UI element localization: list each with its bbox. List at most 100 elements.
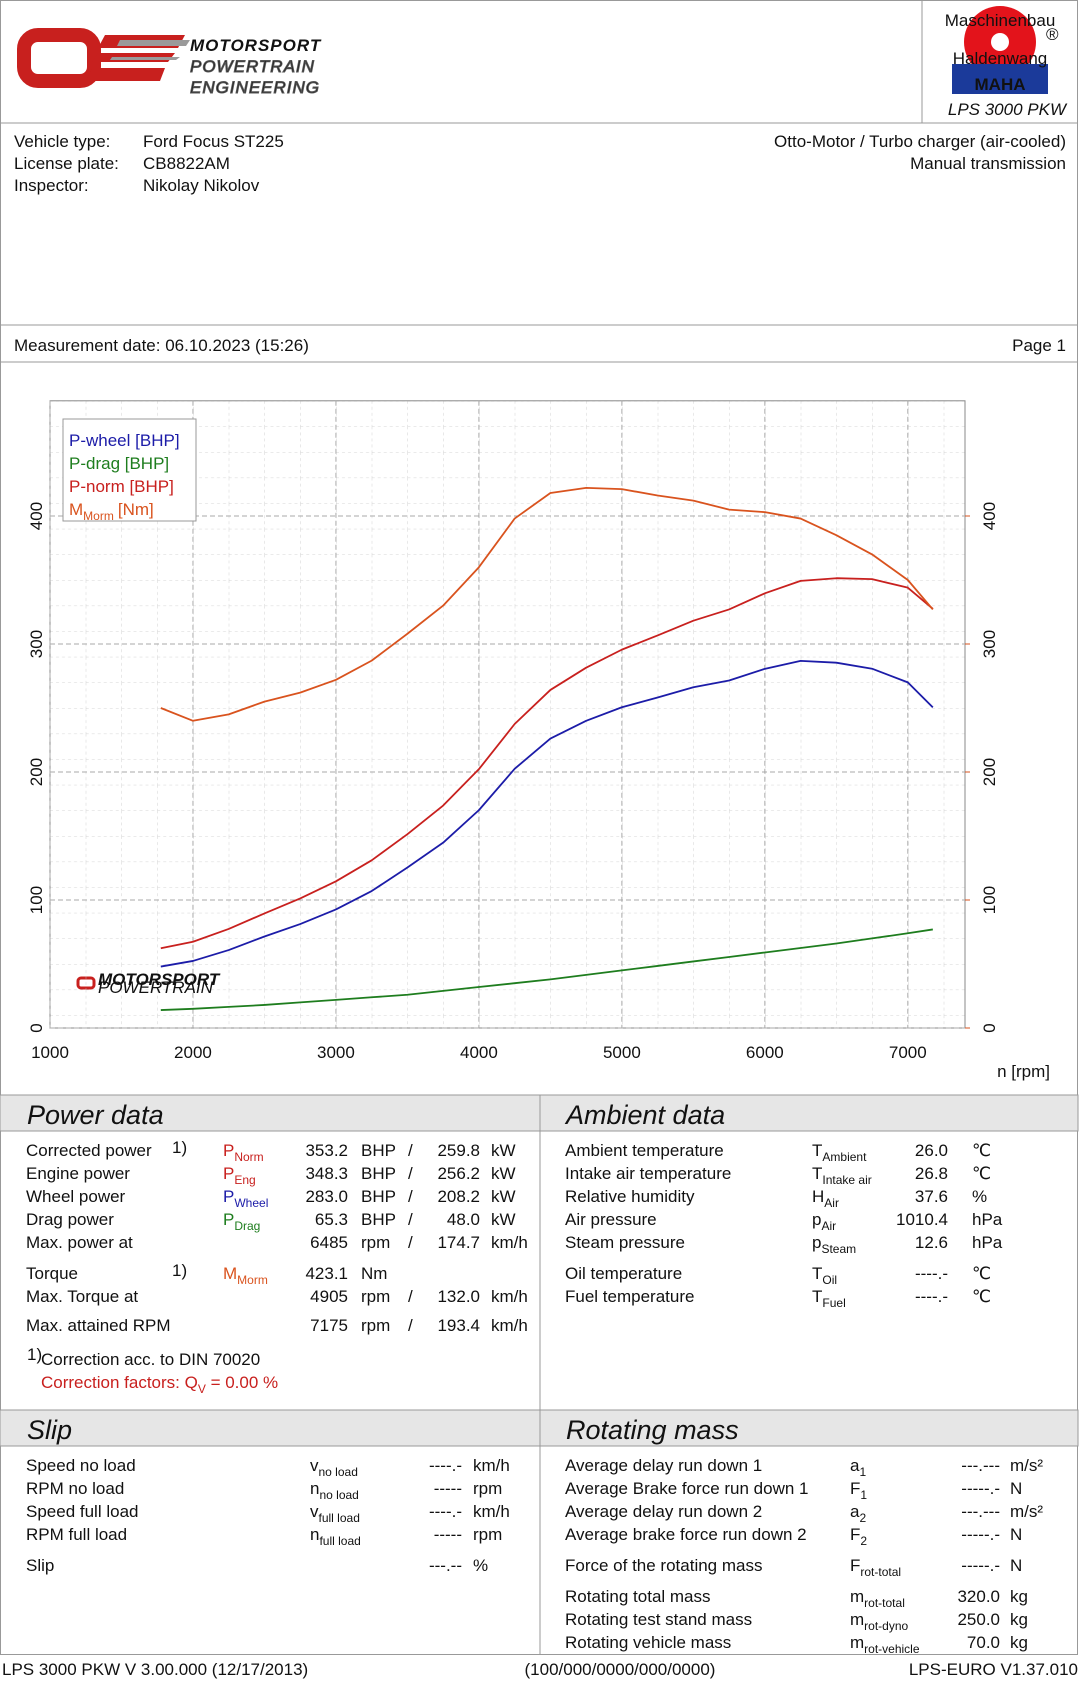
row-sep: /: [408, 1316, 413, 1335]
y2-tick-label: 100: [980, 886, 999, 914]
legend-entry: P-drag [BHP]: [69, 454, 169, 473]
text-part: v: [310, 1502, 319, 1521]
row-sep: /: [408, 1187, 413, 1206]
row-unit: BHP: [361, 1187, 396, 1206]
text-part: M: [69, 500, 83, 519]
subscript: Ambient: [822, 1150, 867, 1164]
row-value: 283.0: [305, 1187, 348, 1206]
row-label: Fuel temperature: [565, 1287, 694, 1306]
footer: (100/000/0000/000/0000): [525, 1660, 716, 1679]
y-tick-label: 400: [27, 502, 46, 530]
subscript: Norm: [234, 1150, 263, 1164]
row-symbol: mrot-vehicle: [850, 1633, 920, 1656]
row-unit: kg: [1010, 1610, 1028, 1629]
row-unit: kW: [491, 1187, 516, 1206]
row-value: -----: [434, 1479, 462, 1498]
row-unit: BHP: [361, 1141, 396, 1160]
subscript: V: [198, 1382, 206, 1396]
text-part: P: [223, 1141, 234, 1160]
row-label: Steam pressure: [565, 1233, 685, 1252]
y-tick-label: 0: [27, 1023, 46, 1032]
logo-mark: [17, 28, 101, 88]
row-unit: ℃: [972, 1141, 991, 1160]
logo-text: MOTORSPORT: [190, 36, 322, 55]
row-value: -----.-: [961, 1525, 1000, 1544]
row-label: Rotating test stand mass: [565, 1610, 752, 1629]
row-unit: kg: [1010, 1633, 1028, 1652]
row-label: Speed full load: [26, 1502, 138, 1521]
row-symbol: mrot-total: [850, 1587, 905, 1610]
row-symbol: F1: [850, 1479, 867, 1502]
row-value: 256.2: [437, 1164, 480, 1183]
row-unit: km/h: [491, 1233, 528, 1252]
text-part: T: [812, 1141, 822, 1160]
row-unit: %: [972, 1187, 987, 1206]
row-value: 174.7: [437, 1233, 480, 1252]
subscript: full load: [319, 1534, 360, 1548]
row-value: 423.1: [305, 1264, 348, 1283]
row-unit: ℃: [972, 1264, 991, 1283]
subscript: Morm: [237, 1273, 268, 1287]
page-number: Page 1: [1012, 336, 1066, 355]
row-unit: km/h: [473, 1456, 510, 1475]
text-part: P: [223, 1164, 234, 1183]
row-value: 348.3: [305, 1164, 348, 1183]
row-value: ----.-: [915, 1287, 948, 1306]
x-tick-label: 7000: [889, 1043, 927, 1062]
row-label: Average delay run down 1: [565, 1456, 762, 1475]
row-unit: N: [1010, 1556, 1022, 1575]
row-symbol: mrot-dyno: [850, 1610, 909, 1633]
text-part: p: [812, 1210, 821, 1229]
y2-tick-label: 200: [980, 758, 999, 786]
row-symbol: HAir: [812, 1187, 839, 1210]
row-symbol: a2: [850, 1502, 866, 1525]
series-line: [160, 660, 934, 968]
row-unit: km/h: [473, 1502, 510, 1521]
y-tick-label: 300: [27, 630, 46, 658]
text-part: P-wheel [BHP]: [69, 431, 180, 450]
row-label: Speed no load: [26, 1456, 136, 1475]
text-part: T: [812, 1164, 822, 1183]
y2-tick-label: 300: [980, 630, 999, 658]
row-value: ---.--: [429, 1556, 462, 1575]
row-unit: kW: [491, 1164, 516, 1183]
row-unit: rpm: [361, 1316, 390, 1335]
y2-tick-label: 0: [980, 1023, 999, 1032]
subscript: 2: [859, 1511, 866, 1525]
footer: LPS-EURO V1.37.010: [909, 1660, 1078, 1679]
series-line: [160, 486, 934, 722]
text-part: M: [223, 1264, 237, 1283]
field-label: Inspector:: [14, 176, 89, 195]
row-symbol: TAmbient: [812, 1141, 867, 1164]
maha-gear: [991, 33, 1009, 51]
watermark: POWERTRAIN: [98, 978, 214, 997]
row-value: 7175: [310, 1316, 348, 1335]
subscript: 1: [860, 1488, 867, 1502]
row-sep: /: [408, 1141, 413, 1160]
row-label: Max. Torque at: [26, 1287, 138, 1306]
field-label: Vehicle type:: [14, 132, 110, 151]
series-line: [160, 928, 933, 1011]
row-value: 250.0: [957, 1610, 1000, 1629]
row-symbol: TOil: [812, 1264, 837, 1287]
subscript: no load: [319, 1465, 358, 1479]
row-unit: kW: [491, 1210, 516, 1229]
row-label: Ambient temperature: [565, 1141, 724, 1160]
y-tick-label: 100: [27, 886, 46, 914]
text-part: P-norm [BHP]: [69, 477, 174, 496]
maha-brand-box: [952, 64, 1048, 94]
subscript: rot-vehicle: [864, 1642, 920, 1656]
row-label: Average brake force run down 2: [565, 1525, 807, 1544]
row-note: 1): [172, 1138, 187, 1157]
text-part: [Nm]: [118, 500, 154, 519]
text-part: H: [812, 1187, 824, 1206]
row-value: -----.-: [961, 1556, 1000, 1575]
text-part: n: [310, 1479, 319, 1498]
row-value: 48.0: [447, 1210, 480, 1229]
row-value: 12.6: [915, 1233, 948, 1252]
row-value: 132.0: [437, 1287, 480, 1306]
y-tick-label: 200: [27, 758, 46, 786]
row-unit: %: [473, 1556, 488, 1575]
row-symbol: F2: [850, 1525, 867, 1548]
